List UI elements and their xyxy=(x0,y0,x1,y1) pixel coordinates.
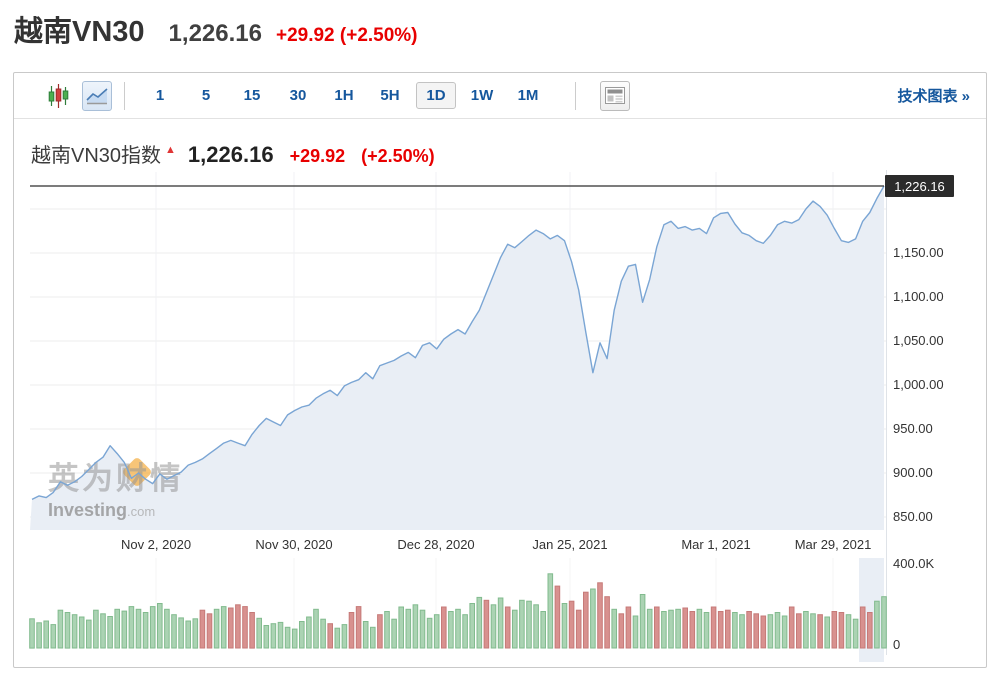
timeframe-30[interactable]: 30 xyxy=(289,87,307,104)
line-chart-button[interactable] xyxy=(82,80,112,111)
timeframe-5h[interactable]: 5H xyxy=(380,87,400,104)
page-header: 越南VN30 1,226.16 +29.92 (+2.50%) xyxy=(14,8,418,52)
chart-change: +29.92 xyxy=(289,146,346,166)
timeframe-1h[interactable]: 1H xyxy=(334,87,354,104)
timeframe-1w[interactable]: 1W xyxy=(470,87,494,104)
toolbar-separator xyxy=(575,81,576,110)
line-chart-icon xyxy=(86,87,108,104)
news-icon xyxy=(605,87,625,104)
chart-price: 1,226.16 xyxy=(187,142,274,167)
chart-toolbar: 1 5 15 30 1H 5H 1D 1W 1M 技术图表 » xyxy=(14,73,986,119)
instrument-change: +29.92 (+2.50%) xyxy=(275,25,418,46)
instrument-title: 越南VN30 xyxy=(14,16,145,48)
candlestick-icon xyxy=(48,83,69,108)
candlestick-chart-button[interactable] xyxy=(44,81,74,111)
timeframe-1[interactable]: 1 xyxy=(155,87,165,104)
timeframe-1m[interactable]: 1M xyxy=(517,87,539,104)
technical-chart-link[interactable]: 技术图表 » xyxy=(897,88,970,105)
timeframe-selector: 1 5 15 30 1H 5H 1D 1W 1M xyxy=(137,82,551,109)
toolbar-separator xyxy=(124,81,125,110)
timeframe-5[interactable]: 5 xyxy=(201,87,211,104)
instrument-price: 1,226.16 xyxy=(168,20,262,47)
timeframe-15[interactable]: 15 xyxy=(243,87,261,104)
news-panel-button[interactable] xyxy=(600,80,630,111)
chart-change-percent: (+2.50%) xyxy=(361,146,435,166)
timeframe-1d[interactable]: 1D xyxy=(416,82,456,109)
chart-header: 越南VN30指数 ▲ 1,226.16 +29.92 (+2.50%) xyxy=(31,139,435,168)
chart-title: 越南VN30指数 xyxy=(31,145,162,167)
up-arrow-icon: ▲ xyxy=(165,144,176,156)
